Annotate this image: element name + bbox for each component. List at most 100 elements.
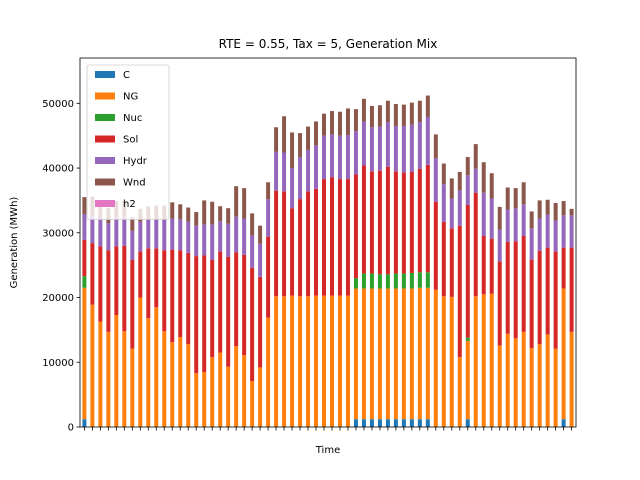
legend-swatch-nuc	[95, 114, 115, 121]
bar-hydr-45	[441, 184, 446, 222]
bar-hydr-7	[138, 221, 143, 252]
bar-wnd-17	[218, 206, 223, 222]
bar-wnd-21	[250, 213, 255, 236]
bar-sol-7	[138, 251, 143, 298]
bar-sol-58	[545, 247, 550, 335]
bar-c-41	[409, 419, 414, 427]
bar-hydr-13	[186, 221, 191, 253]
bar-nuc-34	[353, 278, 358, 289]
bar-wnd-51	[489, 173, 494, 199]
bar-ng-8	[146, 318, 151, 427]
y-tick-label-0: 0	[68, 423, 74, 434]
bar-sol-12	[178, 250, 183, 338]
bar-hydr-31	[330, 134, 334, 178]
bar-sol-31	[330, 177, 334, 296]
bar-wnd-26	[290, 132, 295, 169]
bar-wnd-47	[457, 171, 462, 191]
bar-wnd-13	[186, 207, 191, 222]
bar-sol-55	[521, 236, 526, 332]
bar-ng-49	[473, 296, 478, 427]
bar-wnd-37	[377, 105, 382, 127]
bar-hydr-41	[409, 124, 414, 172]
bar-sol-56	[529, 259, 534, 349]
bar-wnd-14	[194, 212, 199, 226]
bar-nuc-41	[409, 272, 414, 289]
bar-sol-24	[274, 190, 279, 297]
bar-hydr-47	[457, 190, 462, 226]
bar-sol-47	[457, 225, 462, 358]
bar-ng-28	[306, 296, 311, 427]
bar-sol-52	[497, 261, 502, 346]
bar-c-60	[561, 419, 566, 427]
bar-wnd-43	[425, 95, 430, 117]
bar-hydr-8	[146, 219, 151, 249]
bar-hydr-35	[361, 121, 366, 166]
bar-wnd-42	[417, 100, 422, 123]
bar-hydr-50	[481, 192, 486, 237]
bar-sol-16	[210, 259, 215, 358]
bar-wnd-18	[226, 208, 231, 224]
bar-wnd-12	[178, 204, 183, 220]
bar-hydr-16	[210, 224, 215, 260]
bar-hydr-59	[553, 220, 558, 252]
bar-wnd-55	[521, 182, 526, 205]
bar-ng-44	[433, 289, 438, 427]
bar-ng-19	[234, 346, 239, 427]
bar-ng-12	[178, 337, 183, 427]
bar-ng-50	[481, 294, 486, 427]
bar-sol-30	[322, 179, 326, 296]
bar-ng-29	[314, 295, 319, 427]
bar-sol-41	[409, 171, 414, 273]
bar-wnd-20	[242, 188, 247, 219]
bar-hydr-26	[290, 168, 295, 209]
bar-sol-53	[505, 241, 510, 334]
bar-hydr-15	[202, 224, 207, 256]
y-tick-label-2: 20000	[42, 293, 74, 304]
bar-ng-26	[290, 295, 295, 427]
bar-ng-22	[258, 367, 263, 427]
bar-hydr-14	[194, 225, 199, 257]
bar-hydr-36	[369, 127, 374, 172]
bar-hydr-37	[377, 126, 382, 171]
bar-sol-50	[481, 236, 486, 295]
bar-sol-33	[345, 179, 350, 296]
bar-sol-14	[194, 256, 199, 374]
bar-hydr-55	[521, 204, 526, 237]
bar-ng-40	[401, 288, 406, 420]
bar-wnd-0	[82, 197, 87, 215]
bar-wnd-31	[330, 111, 334, 135]
legend-label-nuc: Nuc	[123, 113, 142, 124]
bar-c-43	[425, 419, 430, 427]
bar-ng-42	[417, 287, 422, 420]
bar-ng-36	[369, 288, 374, 420]
bar-c-42	[417, 419, 422, 427]
bar-hydr-54	[513, 208, 518, 242]
legend-swatch-wnd	[95, 178, 115, 186]
bar-hydr-58	[545, 214, 550, 248]
bar-ng-32	[337, 295, 342, 427]
bar-sol-36	[369, 171, 374, 274]
legend: C NG Nuc Sol Hydr Wnd h2	[86, 64, 170, 220]
bar-sol-54	[513, 241, 518, 339]
bar-ng-14	[194, 373, 199, 427]
bar-ng-27	[298, 296, 303, 427]
bar-nuc-40	[401, 273, 406, 289]
bar-sol-13	[186, 252, 191, 345]
bar-sol-32	[337, 179, 342, 296]
bar-sol-19	[234, 252, 239, 347]
bar-ng-23	[266, 317, 271, 427]
bar-sol-15	[202, 255, 207, 372]
bar-wnd-6	[130, 217, 135, 231]
bar-sol-1	[90, 243, 95, 305]
bar-sol-11	[170, 249, 175, 343]
bar-hydr-22	[258, 243, 263, 277]
legend-label-hydr: Hydr	[123, 156, 148, 167]
bar-sol-45	[441, 221, 446, 297]
bar-nuc-36	[369, 273, 374, 289]
plot-frame	[79, 57, 577, 428]
bar-wnd-16	[210, 201, 215, 225]
bar-ng-17	[218, 352, 223, 427]
bar-sol-0	[82, 239, 87, 277]
bar-sol-35	[361, 165, 366, 274]
bar-wnd-34	[353, 109, 358, 132]
